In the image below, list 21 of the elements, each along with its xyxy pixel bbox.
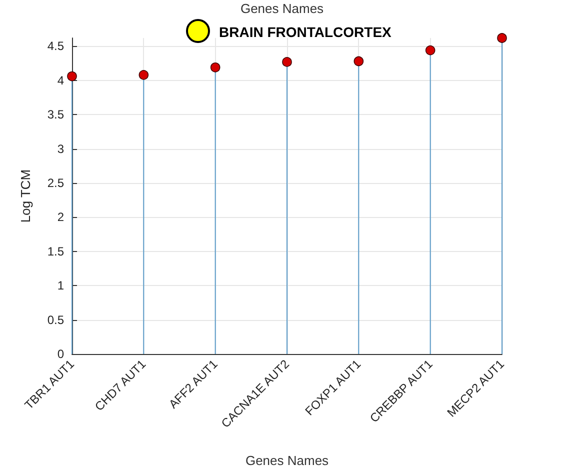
point bbox=[67, 71, 77, 82]
point bbox=[354, 56, 364, 66]
point bbox=[210, 62, 220, 72]
y-axis-title: Log TCM bbox=[18, 169, 33, 223]
y-tick-label: 0.5 bbox=[47, 312, 64, 327]
y-tick-label: 2.5 bbox=[47, 176, 64, 190]
y-tick-label: 2 bbox=[57, 210, 64, 224]
y-tick-label: 1.5 bbox=[47, 244, 64, 258]
text: Genes Names bbox=[240, 1, 324, 16]
x-axis-title: Genes Names bbox=[245, 453, 330, 468]
y-tick-label: 4.5 bbox=[47, 39, 64, 54]
point bbox=[138, 70, 149, 80]
y-tick-label: 3 bbox=[57, 142, 64, 156]
y-tick-label: 0 bbox=[57, 347, 64, 361]
point bbox=[497, 33, 507, 43]
point bbox=[282, 57, 292, 67]
point bbox=[425, 45, 436, 56]
y-tick-label: 1 bbox=[57, 278, 64, 293]
y-tick-label: 4 bbox=[57, 73, 64, 88]
y-tick-label: 3.5 bbox=[47, 108, 64, 122]
chart-title: BRAIN FRONTALCORTEX bbox=[219, 24, 392, 40]
